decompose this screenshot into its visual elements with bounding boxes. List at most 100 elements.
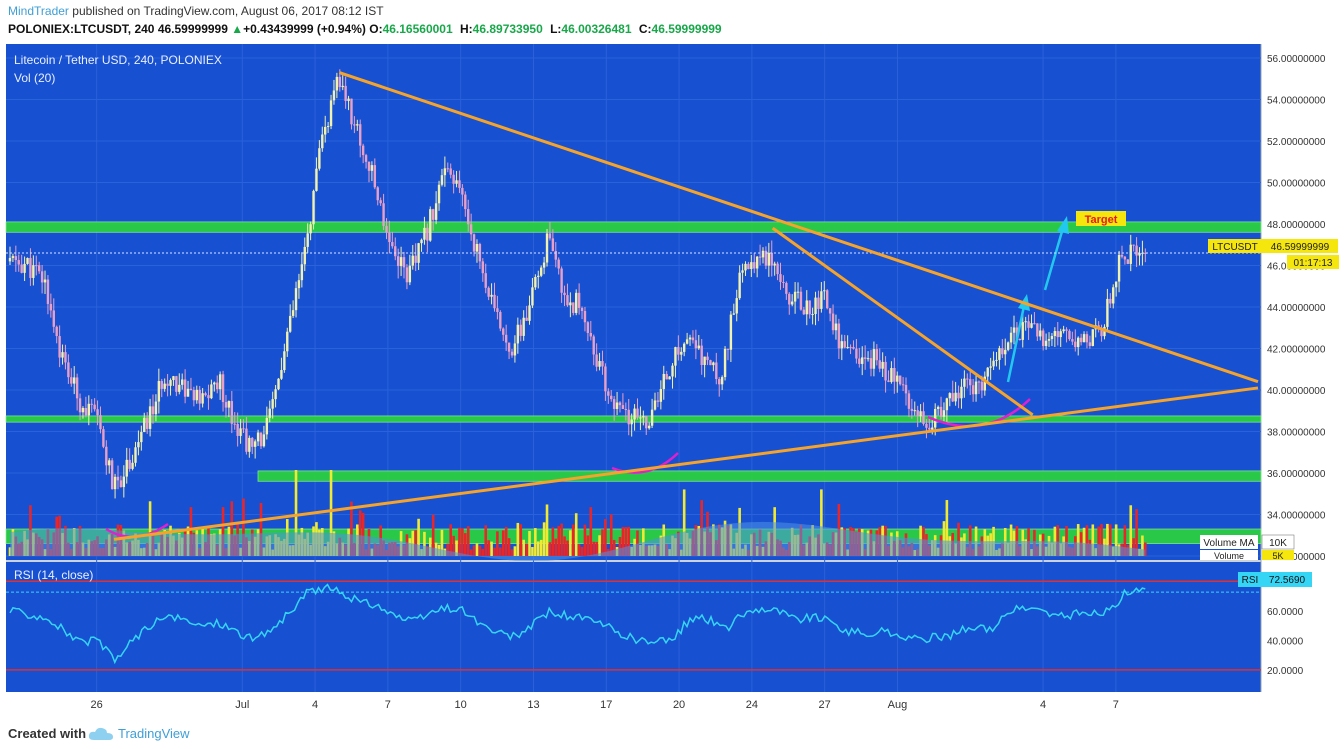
candle-body	[893, 368, 896, 382]
candle-body	[849, 346, 852, 348]
candle-body	[140, 432, 143, 443]
candle-body	[431, 209, 435, 220]
candle-body	[370, 165, 374, 171]
candle-body	[143, 417, 146, 433]
candle-body	[691, 337, 695, 341]
candle-body	[20, 264, 23, 273]
candle-body	[747, 263, 750, 270]
candle-body	[280, 370, 283, 379]
candle-body	[321, 134, 324, 149]
candle-body	[866, 358, 870, 360]
candle-body	[394, 246, 397, 257]
volume-pane-title: Vol (20)	[14, 71, 55, 85]
trendline-lower-ascending[interactable]	[113, 386, 1259, 541]
volume-bar	[682, 489, 686, 556]
candle-body	[376, 187, 379, 201]
time-tick-label: 17	[600, 699, 612, 711]
candle-body	[522, 317, 525, 336]
candle-body	[820, 291, 823, 309]
candle-body	[840, 341, 843, 349]
low-value: 46.00326481	[561, 22, 632, 36]
candle-body	[712, 362, 715, 366]
candle-body	[294, 288, 298, 311]
volume-bar	[1109, 524, 1112, 556]
zone-lower-zone[interactable]	[257, 470, 1262, 482]
candle-body	[796, 291, 800, 293]
created-with-text: Created with	[8, 726, 87, 741]
time-tick-label: 27	[819, 699, 831, 711]
candle-body	[630, 419, 633, 425]
volume-bar	[493, 547, 496, 556]
magenta-curve-2	[611, 452, 679, 474]
chart-area[interactable]: Target 56.00000000 54.00000000 52.00000000…	[0, 42, 1344, 719]
candle-body	[364, 155, 368, 162]
price-axis[interactable]: 56.00000000 54.00000000 52.00000000 50.0000…	[1267, 54, 1326, 563]
volume-bar	[557, 525, 560, 556]
candle-body	[682, 343, 686, 352]
candle-body	[312, 190, 315, 225]
time-tick-label: 10	[455, 699, 467, 711]
candle-body	[449, 168, 452, 175]
candle-body	[81, 408, 85, 413]
price-tick-label: 44.00000000	[1267, 303, 1326, 314]
candle-body	[291, 310, 295, 316]
candle-body	[729, 314, 733, 350]
rsi-tick-label: 20.0000	[1267, 666, 1304, 677]
candle-body	[350, 98, 353, 125]
candle-body	[405, 267, 409, 283]
price-tick-label: 36.00000000	[1267, 469, 1326, 480]
candle-body	[391, 242, 394, 247]
time-axis[interactable]: 26 Jul 4 7 10 13 17 20 24 27 Aug 4 7	[91, 699, 1119, 711]
candle-body	[493, 294, 496, 309]
candle-body	[507, 342, 511, 352]
candle-body	[283, 351, 286, 371]
time-tick-label: Aug	[888, 699, 908, 711]
candle-body	[548, 233, 552, 239]
candle-body	[633, 408, 636, 420]
volume-bar	[598, 535, 601, 556]
time-tick-label: 26	[91, 699, 103, 711]
candle-body	[58, 336, 61, 358]
candle-body	[23, 263, 26, 273]
candle-body	[175, 376, 178, 392]
author-name[interactable]: MindTrader	[8, 4, 69, 18]
candle-body	[297, 280, 301, 289]
volume-bar	[458, 527, 461, 556]
candle-body	[242, 428, 245, 430]
candle-body	[770, 252, 773, 266]
tradingview-brand[interactable]: TradingView	[118, 726, 190, 741]
candle-body	[615, 402, 619, 409]
published-text: published on TradingView.com, August 06,…	[72, 4, 384, 18]
candle-body	[108, 460, 111, 466]
volume-bar	[536, 541, 540, 556]
candle-body	[286, 331, 289, 352]
candle-body	[504, 334, 508, 343]
candle-body	[604, 366, 607, 392]
candle-body	[700, 345, 703, 366]
volume-bar	[294, 470, 298, 556]
zone-resistance-zone[interactable]	[5, 221, 1262, 233]
chart-svg[interactable]: Target 56.00000000 54.00000000 52.00000000…	[0, 42, 1344, 719]
candle-body	[510, 351, 514, 356]
trendlines[interactable]	[113, 71, 1259, 541]
candle-body	[1001, 348, 1004, 355]
countdown: 01:17:13	[1294, 258, 1333, 269]
trendline-upper-descending[interactable]	[338, 71, 1259, 384]
candle-body	[963, 378, 966, 387]
candle-body	[239, 428, 242, 436]
trendline-steep-descending[interactable]	[771, 226, 1034, 417]
volume-bar	[519, 524, 523, 556]
volume-bar	[189, 507, 193, 556]
volume-bar	[522, 539, 525, 556]
up-triangle-icon: ▲	[231, 22, 244, 36]
candle-body	[458, 180, 461, 188]
publish-info: MindTrader published on TradingView.com,…	[8, 4, 384, 18]
candle-body	[166, 383, 169, 386]
volume-bar	[618, 536, 622, 556]
open-value: 46.16560001	[382, 22, 453, 36]
candle-body	[265, 417, 269, 435]
volume-bar	[350, 501, 353, 556]
candle-body	[75, 377, 79, 399]
candle-body	[826, 290, 829, 309]
tradingview-cloud-icon[interactable]	[88, 727, 114, 746]
